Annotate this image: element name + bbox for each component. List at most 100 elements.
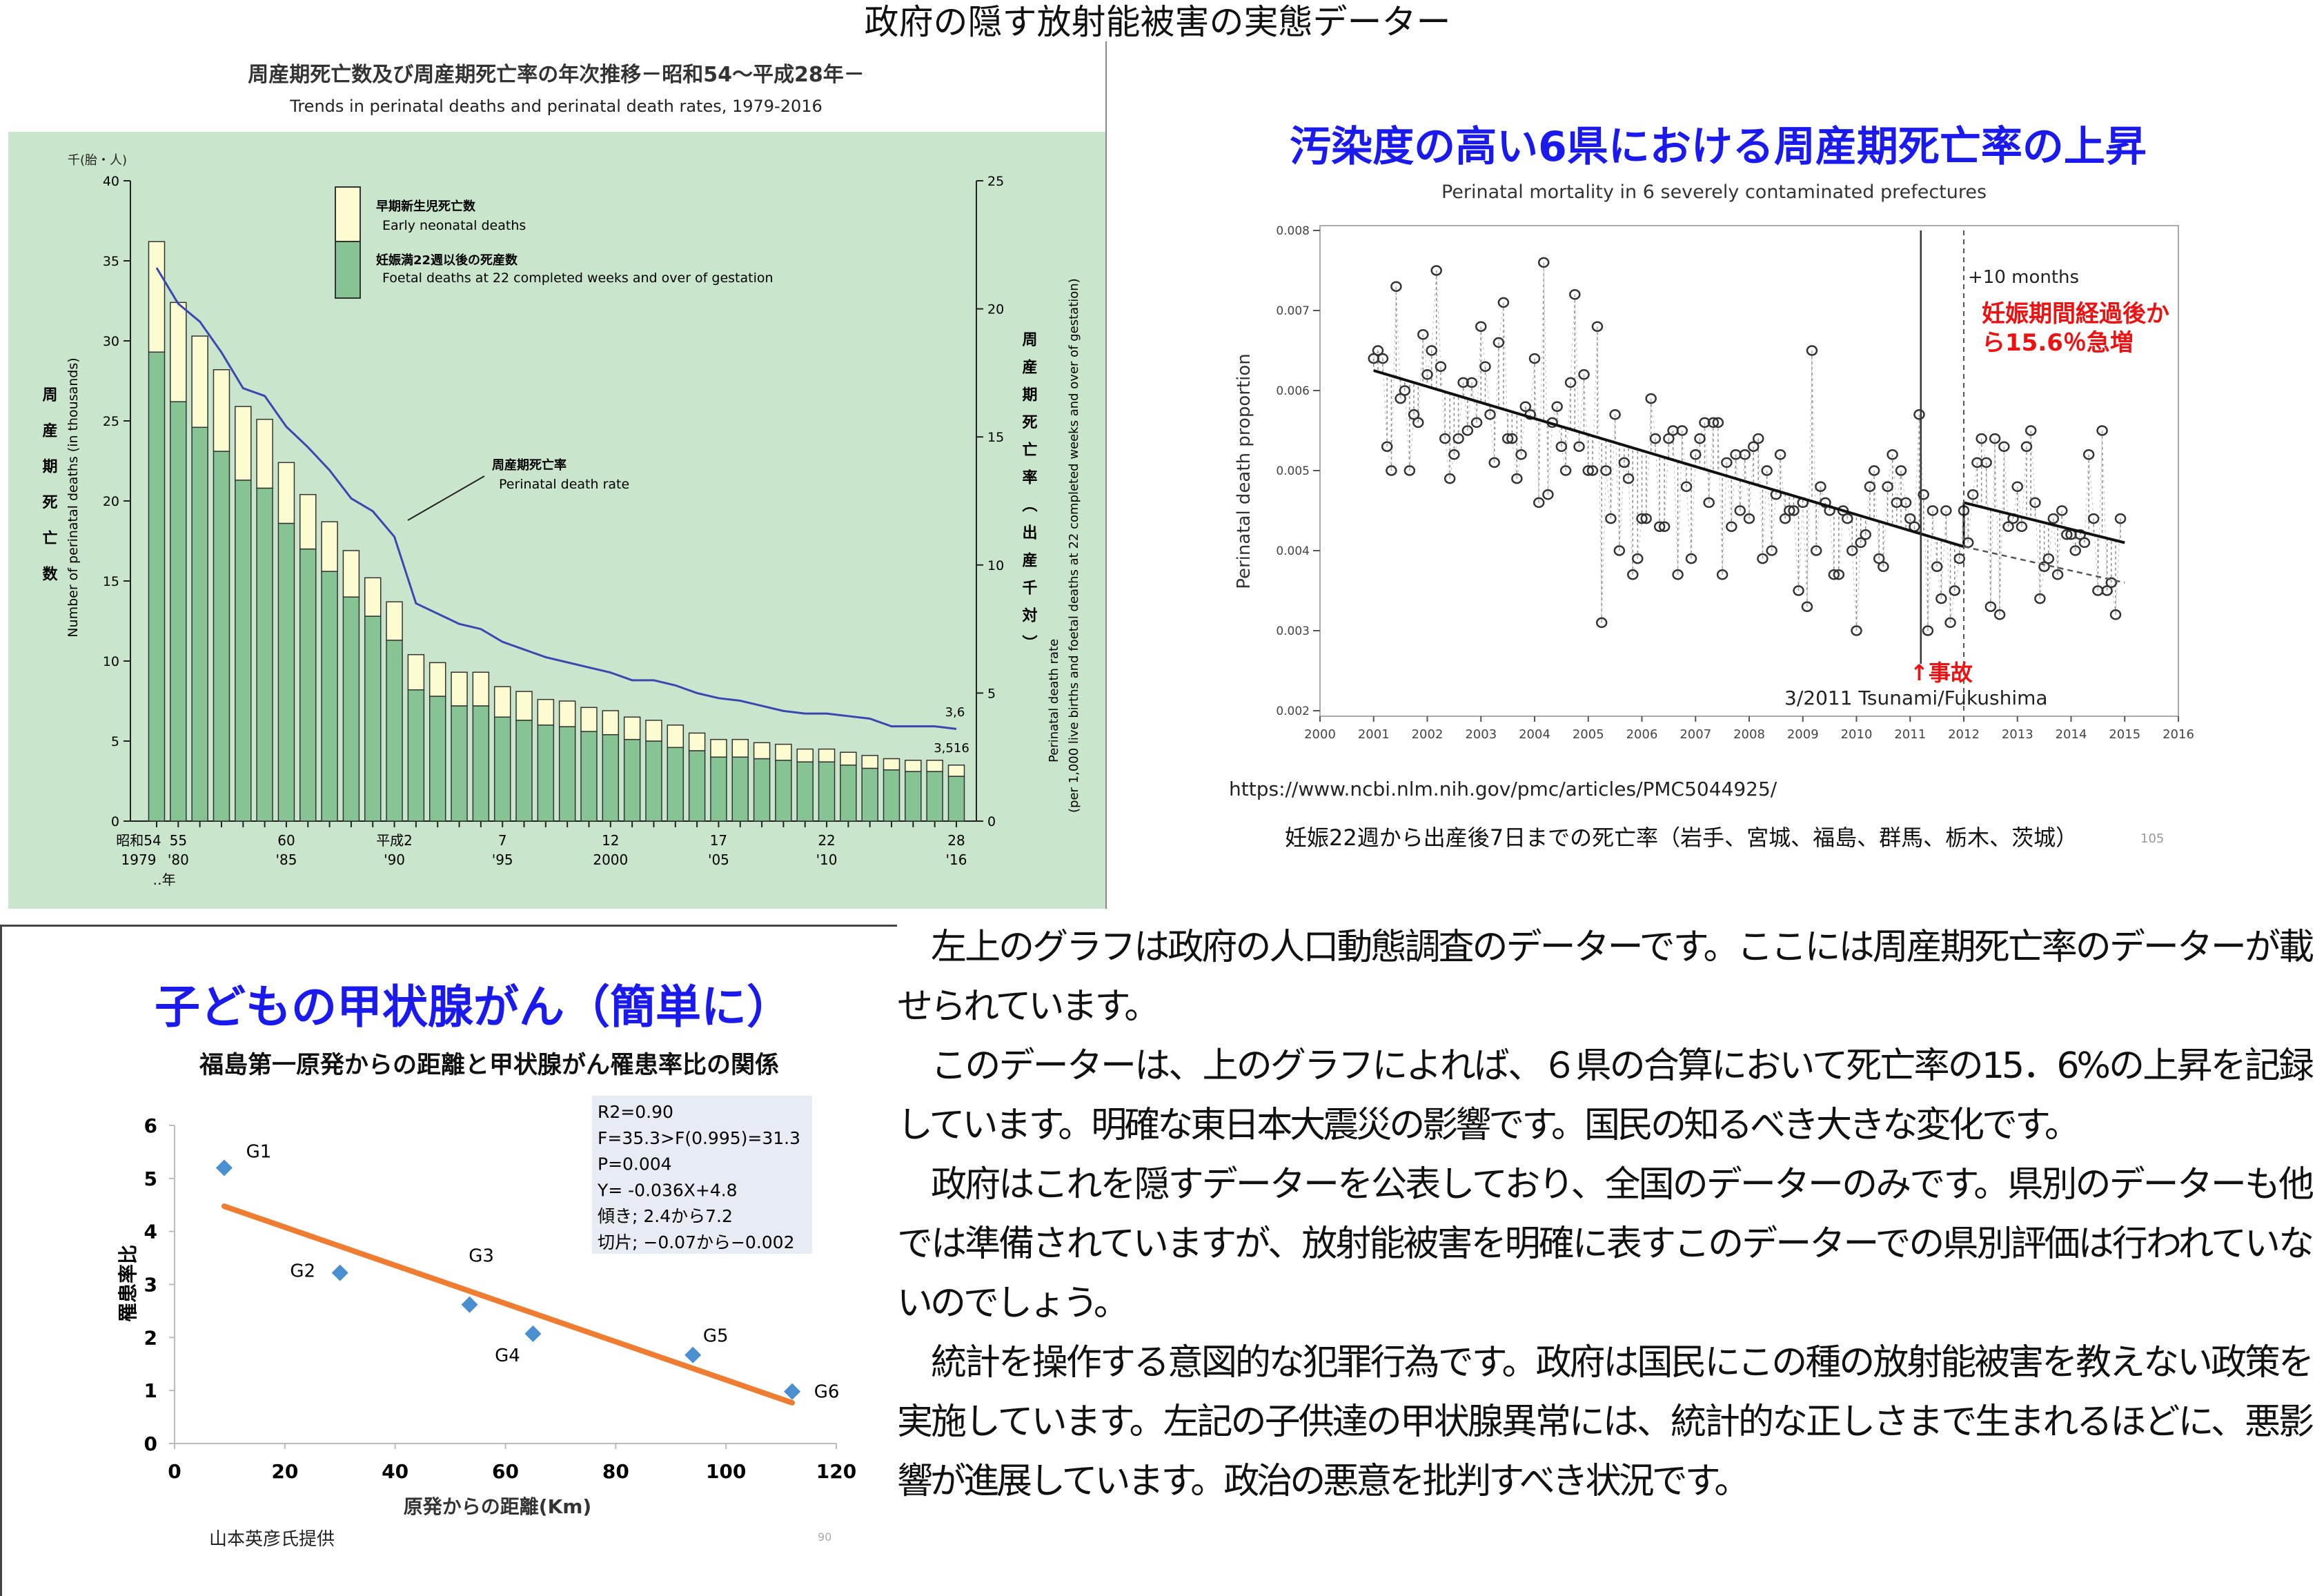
data-point <box>1555 441 1568 452</box>
data-point <box>1653 521 1666 532</box>
bar-foetal-deaths <box>840 765 857 822</box>
data-point <box>1882 481 1893 492</box>
left-tick-label: 0 <box>111 814 119 829</box>
data-point <box>1846 545 1858 556</box>
bar-early-neonatal-deaths <box>710 738 727 758</box>
bar-early-neonatal-deaths <box>148 241 166 353</box>
left-tick-label: 40 <box>103 174 119 189</box>
data-point <box>1806 345 1818 356</box>
data-point <box>1466 377 1478 388</box>
x-axis-unit: ‥年 <box>152 871 175 888</box>
x-tick-label: 2005 <box>1573 727 1604 742</box>
data-point <box>1421 369 1433 380</box>
data-point <box>1931 561 1943 572</box>
bar-early-neonatal-deaths <box>299 493 317 550</box>
data-point <box>1788 505 1800 516</box>
x-tick-label-era: 平成2 <box>376 832 413 849</box>
thyroid-chart-frame <box>0 925 897 1596</box>
data-point <box>1551 401 1563 412</box>
data-point <box>1868 465 1880 476</box>
data-point <box>1927 505 1939 516</box>
left-tick-label: 5 <box>111 734 119 749</box>
x-tick-label-year: '85 <box>275 851 297 868</box>
data-point <box>1582 465 1594 476</box>
data-point <box>1622 473 1635 484</box>
data-point <box>1470 417 1483 428</box>
data-point <box>1855 537 1866 549</box>
data-point <box>1851 625 1862 636</box>
data-point <box>2109 609 2122 620</box>
data-point <box>2096 425 2108 436</box>
bar-early-neonatal-deaths <box>580 707 598 732</box>
x-tick-label: 100 <box>706 1460 746 1483</box>
x-tick-label: 2001 <box>1358 727 1390 742</box>
data-point <box>1627 569 1639 580</box>
point-label: G3 <box>469 1246 494 1267</box>
y-tick-label: 6 <box>144 1114 157 1137</box>
bar-early-neonatal-deaths <box>342 550 360 598</box>
data-point <box>1461 425 1474 436</box>
bar-early-neonatal-deaths <box>472 671 490 707</box>
x-tick-label-era: 17 <box>710 832 727 849</box>
perinatal-death-rate-line <box>155 267 957 730</box>
rate-annotation-arrow <box>407 475 485 521</box>
bar-early-neonatal-deaths <box>861 755 878 769</box>
bar-early-neonatal-deaths <box>235 406 252 481</box>
x-tick-label: 2006 <box>1626 727 1658 742</box>
bar-foetal-deaths <box>580 731 598 822</box>
data-point <box>1784 505 1795 516</box>
data-point <box>1761 465 1773 476</box>
data-point <box>784 1383 801 1400</box>
x-tick-label: 2000 <box>1304 727 1336 742</box>
bar-early-neonatal-deaths <box>321 521 338 572</box>
legend-label-foetal-jp: 妊娠満22週以後の死産数 <box>376 253 518 268</box>
data-point <box>1949 585 1961 596</box>
credit: 山本英彦氏提供 <box>209 1529 335 1550</box>
bar-early-neonatal-deaths <box>883 758 900 771</box>
stats-line: Y= -0.036X+4.8 <box>597 1180 738 1200</box>
data-point <box>1984 601 1997 612</box>
x-tick-label: 2004 <box>1519 727 1550 742</box>
bar-foetal-deaths <box>731 756 749 822</box>
data-point <box>1810 545 1822 556</box>
data-point <box>1680 481 1693 492</box>
data-point <box>1435 361 1447 372</box>
bar-early-neonatal-deaths <box>213 369 230 452</box>
x-tick-label-year: '90 <box>384 851 405 868</box>
data-point <box>2082 449 2095 460</box>
bar-foetal-deaths <box>364 615 382 822</box>
bar-early-neonatal-deaths <box>386 601 403 641</box>
data-point <box>1721 457 1733 469</box>
x-tick-label-era: 12 <box>602 832 619 849</box>
chart-background <box>8 132 1106 909</box>
bar-early-neonatal-deaths <box>731 738 749 758</box>
data-point <box>1381 441 1393 452</box>
bar-early-neonatal-deaths <box>818 748 836 762</box>
bar-foetal-deaths <box>277 522 295 822</box>
bar-foetal-deaths <box>537 725 555 822</box>
data-point <box>1743 513 1755 524</box>
data-point <box>1658 521 1671 532</box>
data-point <box>1569 289 1581 300</box>
data-point <box>1417 329 1429 340</box>
legend-label-foetal-en: Foetal deaths at 22 completed weeks and … <box>382 270 774 286</box>
data-point <box>1895 465 1907 476</box>
data-point <box>1506 433 1518 444</box>
data-point <box>2105 577 2118 589</box>
bar-early-neonatal-deaths <box>667 725 684 749</box>
x-tick-label: 20 <box>271 1460 298 1483</box>
data-point <box>1564 377 1577 388</box>
x-tick-label-year: '10 <box>816 851 838 868</box>
trend-line-before <box>1373 369 1964 549</box>
x-tick-label: 40 <box>382 1460 408 1483</box>
data-point <box>1726 521 1737 532</box>
paragraph: 左上のグラフは政府の人口動態調査のデーターです。ここには周産期死亡率のデーターが… <box>897 927 2314 1027</box>
bar-foetal-deaths <box>386 640 403 822</box>
x-tick-label: 60 <box>492 1460 519 1483</box>
bar-foetal-deaths <box>515 720 533 822</box>
x-tick-label: 2010 <box>1841 727 1873 742</box>
source-url[interactable]: https://www.ncbi.nlm.nih.gov/pmc/article… <box>1229 778 1777 800</box>
data-point <box>2051 569 2064 580</box>
event-label: 3/2011 Tsunami/Fukushima <box>1784 687 2048 709</box>
y-tick-label: 5 <box>144 1168 157 1190</box>
